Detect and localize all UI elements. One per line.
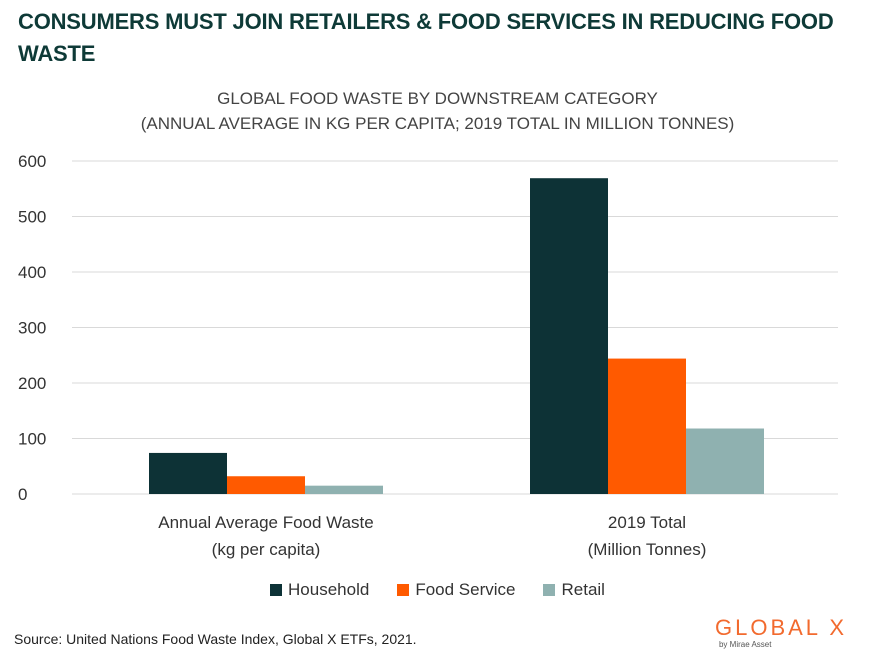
y-axis-tick-labels: 0 100 200 300 400 500 600: [18, 152, 46, 504]
y-tick-label: 100: [18, 430, 46, 449]
category-label: 2019 Total: [608, 513, 686, 532]
bar-household: [530, 178, 608, 494]
legend-label: Household: [288, 580, 370, 599]
legend-item-food-service: Food Service: [397, 580, 515, 600]
legend-swatch: [543, 584, 556, 596]
global-x-logo: GLOBAL X by Mirae Asset: [715, 616, 847, 650]
bar-household: [149, 452, 227, 494]
category-label: Annual Average Food Waste: [158, 513, 373, 532]
legend-swatch: [397, 584, 410, 596]
headline-line-1: CONSUMERS MUST JOIN RETAILERS & FOOD SER…: [18, 9, 834, 34]
chart-subtitle: (ANNUAL AVERAGE IN KG PER CAPITA; 2019 T…: [140, 114, 735, 133]
legend-label: Food Service: [415, 580, 516, 599]
bars: [149, 178, 764, 494]
logo-wordmark: GLOBAL X: [714, 615, 847, 640]
headline: CONSUMERS MUST JOIN RETAILERS & FOOD SER…: [18, 6, 858, 70]
y-tick-label: 200: [18, 374, 46, 393]
source-note: Source: United Nations Food Waste Index,…: [14, 631, 417, 647]
y-tick-label: 0: [18, 485, 27, 504]
y-tick-label: 300: [18, 319, 46, 338]
logo-tagline: by Mirae Asset: [718, 640, 772, 649]
legend-item-household: Household: [270, 580, 369, 600]
chart-title-main: GLOBAL FOOD WASTE BY DOWNSTREAM CATEGORY: [217, 89, 658, 108]
y-tick-label: 500: [18, 208, 46, 227]
y-tick-label: 600: [18, 152, 46, 171]
y-tick-label: 400: [18, 263, 46, 282]
legend: Household Food Service Retail: [0, 580, 875, 600]
category-label: (kg per capita): [212, 540, 321, 559]
chart-title: GLOBAL FOOD WASTE BY DOWNSTREAM CATEGORY…: [0, 86, 875, 136]
category-label: (Million Tonnes): [588, 540, 707, 559]
headline-line-2: WASTE: [18, 41, 96, 66]
x-axis-category-labels: Annual Average Food Waste (kg per capita)…: [158, 513, 706, 559]
bar-retail: [686, 428, 764, 494]
legend-swatch: [270, 584, 283, 596]
bar-food-service: [227, 476, 305, 494]
bar-retail: [305, 485, 383, 494]
legend-item-retail: Retail: [543, 580, 605, 600]
bar-food-service: [608, 358, 686, 494]
legend-label: Retail: [561, 580, 605, 599]
